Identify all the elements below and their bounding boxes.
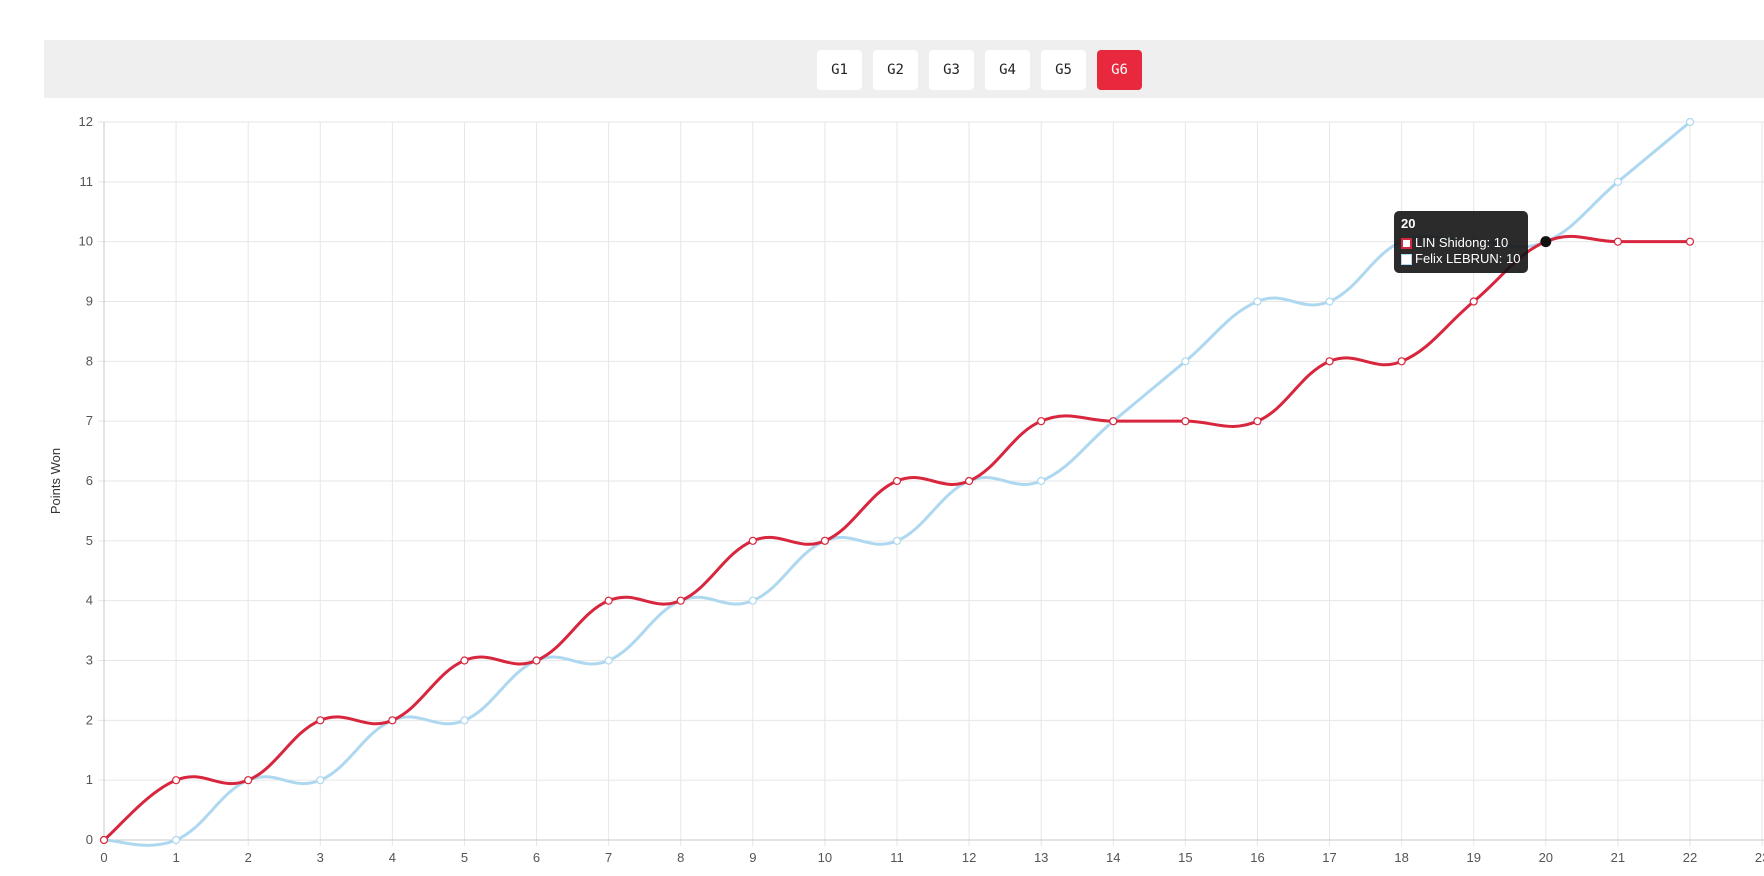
y-tick-label: 10	[79, 234, 93, 249]
data-point-felix-lebrun	[892, 536, 902, 545]
data-point-felix-lebrun	[748, 596, 757, 605]
data-point-lin-shidong	[1109, 417, 1118, 426]
data-point-lin-shidong	[748, 536, 757, 545]
data-point-lin-shidong	[892, 476, 902, 486]
data-point-felix-lebrun	[1685, 117, 1695, 127]
data-point-lin-shidong	[1037, 417, 1046, 426]
y-tick-label: 7	[86, 413, 93, 428]
x-tick-label: 22	[1683, 850, 1697, 865]
x-tick-label: 19	[1466, 850, 1480, 865]
x-tick-label: 1	[172, 850, 179, 865]
tab-g3[interactable]: G3	[929, 50, 974, 90]
y-tick-label: 2	[86, 712, 93, 727]
x-tick-label: 0	[100, 850, 107, 865]
y-tick-label: 4	[86, 593, 93, 608]
x-tick-label: 9	[749, 850, 756, 865]
x-tick-label: 6	[533, 850, 540, 865]
data-point-lin-shidong	[1253, 417, 1262, 426]
x-tick-label: 15	[1178, 850, 1192, 865]
y-tick-label: 12	[79, 114, 93, 129]
x-tick-label: 23	[1755, 850, 1764, 865]
x-tick-label: 7	[605, 850, 612, 865]
tab-g6[interactable]: G6	[1097, 50, 1142, 90]
x-tick-label: 2	[245, 850, 252, 865]
x-tick-label: 20	[1539, 850, 1553, 865]
tab-g4[interactable]: G4	[985, 50, 1030, 90]
data-point-lin-shidong	[171, 776, 181, 785]
series-line-lin-shidong	[103, 234, 1690, 842]
chart-grid	[98, 121, 1764, 846]
data-point-lin-shidong	[244, 776, 253, 785]
y-tick-label: 0	[86, 832, 93, 847]
data-point-felix-lebrun	[1181, 357, 1190, 366]
tooltip-row-lebrun: Felix LEBRUN: 10	[1401, 251, 1521, 267]
x-tick-label: 8	[677, 850, 684, 865]
tab-g1[interactable]: G1	[817, 50, 862, 90]
y-tick-label: 9	[86, 294, 93, 309]
data-point-lin-shidong	[388, 716, 397, 725]
data-point-felix-lebrun	[604, 656, 613, 665]
x-tick-label: 12	[962, 850, 976, 865]
y-tick-label: 11	[80, 174, 94, 189]
data-point-lin-shidong	[99, 835, 109, 845]
x-tick-label: 18	[1394, 850, 1408, 865]
x-tick-label: 5	[461, 850, 468, 865]
x-tick-label: 16	[1250, 850, 1264, 865]
data-point-lin-shidong	[1181, 417, 1190, 426]
y-tick-label: 1	[86, 772, 93, 787]
data-point-lin-shidong	[676, 596, 685, 605]
x-tick-label: 17	[1322, 850, 1336, 865]
x-tick-label: 4	[389, 850, 396, 865]
y-tick-label: 3	[86, 653, 93, 668]
data-point-felix-lebrun	[1613, 177, 1623, 186]
tab-g2[interactable]: G2	[873, 50, 918, 90]
y-axis-label: Points Won	[48, 448, 63, 514]
data-point-felix-lebrun	[460, 716, 469, 725]
tooltip-swatch-lin	[1401, 237, 1412, 249]
data-point-lin-shidong	[1613, 237, 1623, 246]
x-tick-label: 3	[317, 850, 324, 865]
data-point-felix-lebrun	[316, 776, 325, 785]
game-tabs: G1 G2 G3 G4 G5 G6	[817, 50, 1142, 92]
hover-point-marker	[1540, 236, 1552, 248]
data-point-lin-shidong	[532, 656, 541, 665]
tooltip-value-lebrun: Felix LEBRUN: 10	[1415, 251, 1521, 266]
data-point-lin-shidong	[1325, 357, 1334, 366]
x-tick-label: 11	[890, 850, 904, 865]
tab-g5[interactable]: G5	[1041, 50, 1086, 90]
chart-tooltip: 20 LIN Shidong: 10 Felix LEBRUN: 10	[1394, 211, 1528, 273]
data-point-felix-lebrun	[1325, 297, 1334, 306]
tooltip-swatch-lebrun	[1401, 253, 1412, 265]
data-point-lin-shidong	[1469, 297, 1478, 306]
chart-axes: 0123456789101112131415161718192021222301…	[79, 114, 1764, 865]
y-tick-label: 6	[86, 473, 93, 488]
x-tick-label: 13	[1034, 850, 1048, 865]
data-point-felix-lebrun	[1253, 297, 1262, 306]
data-point-lin-shidong	[820, 536, 830, 545]
tooltip-value-lin: LIN Shidong: 10	[1415, 235, 1509, 250]
x-tick-label: 14	[1106, 850, 1120, 865]
data-point-lin-shidong	[964, 476, 974, 486]
x-tick-label: 10	[818, 850, 832, 865]
y-tick-label: 5	[86, 533, 93, 548]
x-tick-label: 21	[1611, 850, 1625, 865]
data-point-lin-shidong	[604, 596, 613, 605]
data-point-felix-lebrun	[1037, 476, 1046, 486]
data-point-lin-shidong	[1397, 357, 1406, 366]
y-tick-label: 8	[86, 353, 93, 368]
tooltip-row-lin: LIN Shidong: 10	[1401, 235, 1521, 251]
data-point-lin-shidong	[316, 716, 325, 725]
tooltip-title: 20	[1401, 216, 1416, 231]
data-point-lin-shidong	[460, 656, 469, 665]
data-point-felix-lebrun	[171, 835, 181, 845]
data-point-lin-shidong	[1685, 237, 1695, 246]
